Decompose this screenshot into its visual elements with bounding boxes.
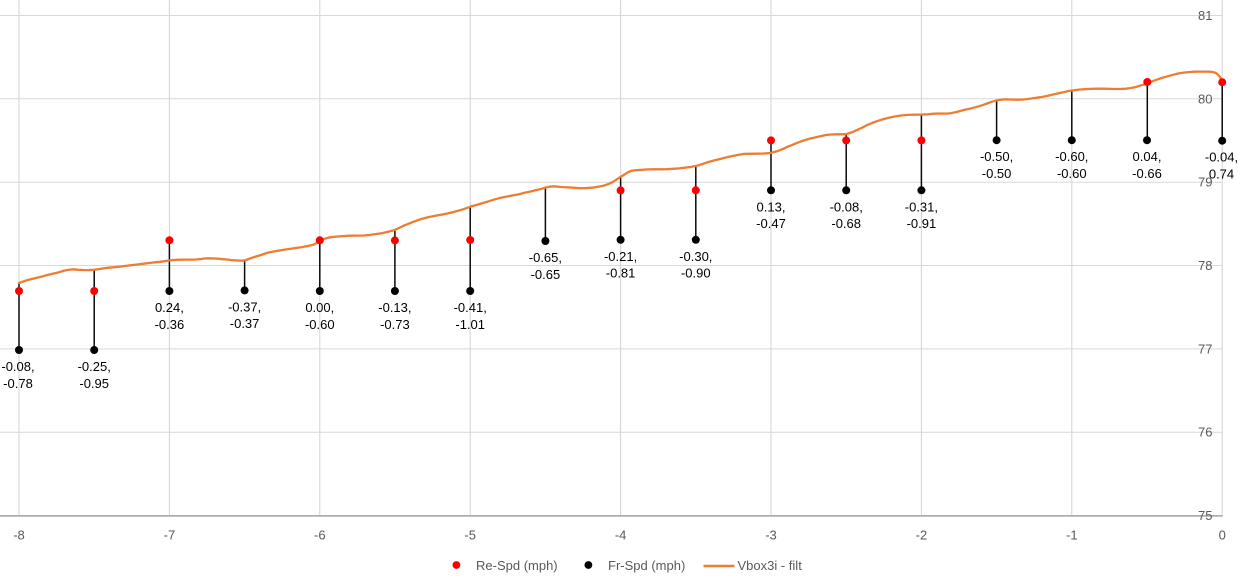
svg-text:-0.25,: -0.25, xyxy=(78,359,111,374)
svg-text:-3: -3 xyxy=(765,528,777,543)
svg-text:81: 81 xyxy=(1198,8,1212,23)
svg-text:0.13,: 0.13, xyxy=(757,199,786,214)
svg-text:-0.47: -0.47 xyxy=(756,216,786,231)
svg-text:-0.04,: -0.04, xyxy=(1205,150,1238,165)
svg-text:-0.08,: -0.08, xyxy=(1,359,34,374)
svg-text:-0.60,: -0.60, xyxy=(1055,149,1088,164)
svg-text:-0.90: -0.90 xyxy=(681,266,711,281)
svg-text:0.24,: 0.24, xyxy=(155,300,184,315)
svg-text:-0.50: -0.50 xyxy=(982,166,1012,181)
svg-text:-1: -1 xyxy=(1066,528,1078,543)
svg-text:-0.31,: -0.31, xyxy=(905,199,938,214)
svg-text:-0.91: -0.91 xyxy=(907,216,937,231)
svg-text:0: 0 xyxy=(1219,528,1226,543)
svg-text:-7: -7 xyxy=(164,528,176,543)
svg-text:75: 75 xyxy=(1198,508,1212,523)
svg-text:0.00,: 0.00, xyxy=(305,300,334,315)
svg-text:-0.37: -0.37 xyxy=(230,316,260,331)
svg-text:-0.36: -0.36 xyxy=(155,317,185,332)
svg-text:-0.68: -0.68 xyxy=(831,216,861,231)
svg-text:-2: -2 xyxy=(916,528,928,543)
svg-text:Re-Spd (mph): Re-Spd (mph) xyxy=(476,558,558,573)
svg-text:-6: -6 xyxy=(314,528,326,543)
svg-text:-0.50,: -0.50, xyxy=(980,149,1013,164)
svg-text:-0.60: -0.60 xyxy=(1057,166,1087,181)
svg-text:-0.95: -0.95 xyxy=(79,376,109,391)
svg-text:Vbox3i - filt: Vbox3i - filt xyxy=(738,558,803,573)
svg-text:-0.65: -0.65 xyxy=(531,267,561,282)
svg-text:-0.78: -0.78 xyxy=(3,376,33,391)
svg-text:-0.41,: -0.41, xyxy=(454,300,487,315)
svg-text:-4: -4 xyxy=(615,528,627,543)
svg-text:-0.30,: -0.30, xyxy=(679,249,712,264)
svg-text:77: 77 xyxy=(1198,341,1212,356)
svg-text:0.74: 0.74 xyxy=(1209,167,1234,182)
svg-text:80: 80 xyxy=(1198,91,1212,106)
svg-text:-0.73: -0.73 xyxy=(380,317,410,332)
svg-text:-0.37,: -0.37, xyxy=(228,299,261,314)
svg-text:0.04,: 0.04, xyxy=(1133,149,1162,164)
svg-text:-1.01: -1.01 xyxy=(455,317,485,332)
svg-text:-5: -5 xyxy=(464,528,476,543)
svg-text:-0.60: -0.60 xyxy=(305,317,335,332)
svg-text:78: 78 xyxy=(1198,258,1212,273)
svg-text:79: 79 xyxy=(1198,175,1212,190)
svg-text:-0.81: -0.81 xyxy=(606,266,636,281)
svg-text:Fr-Spd (mph): Fr-Spd (mph) xyxy=(608,558,685,573)
svg-text:-8: -8 xyxy=(13,528,25,543)
svg-text:-0.21,: -0.21, xyxy=(604,249,637,264)
svg-text:-0.66: -0.66 xyxy=(1132,166,1162,181)
svg-text:76: 76 xyxy=(1198,425,1212,440)
svg-text:-0.08,: -0.08, xyxy=(830,199,863,214)
svg-text:-0.65,: -0.65, xyxy=(529,250,562,265)
svg-text:-0.13,: -0.13, xyxy=(378,300,411,315)
